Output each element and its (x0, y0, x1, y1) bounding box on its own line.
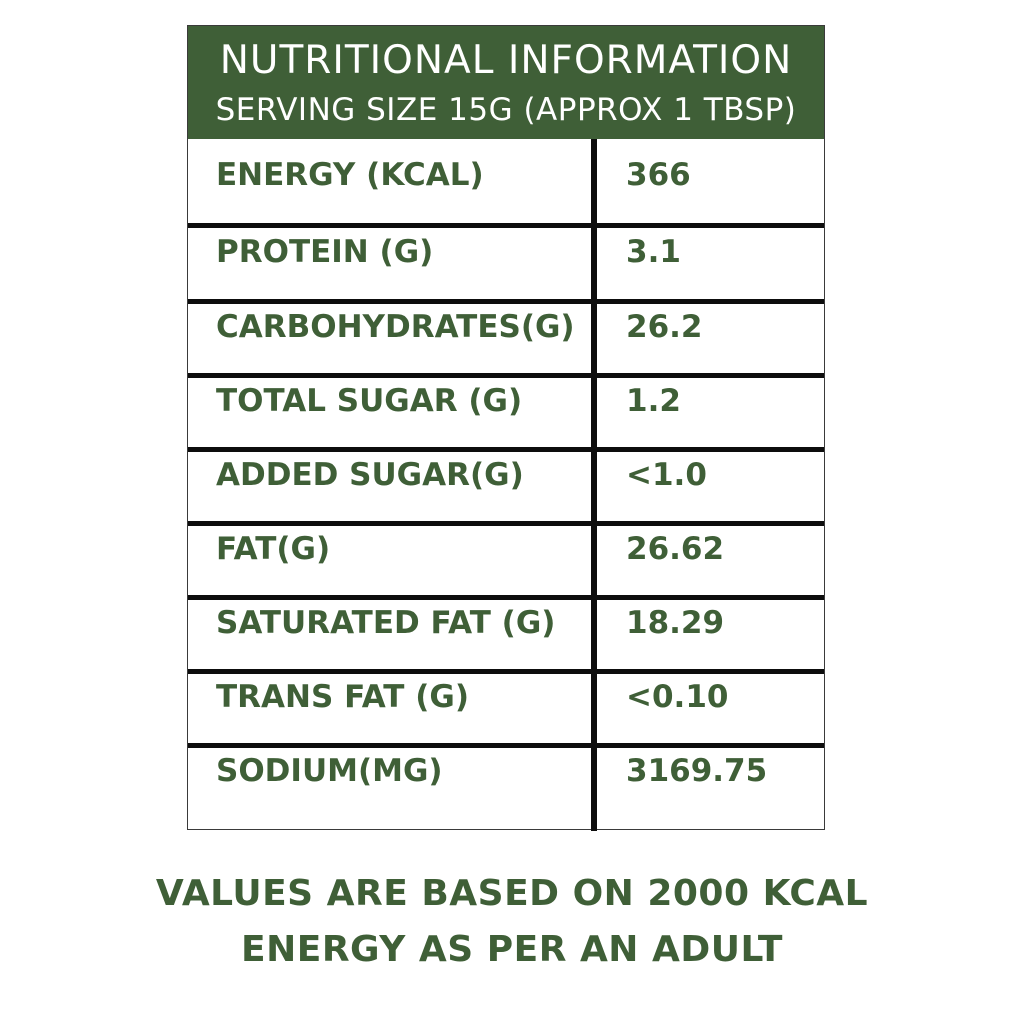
footnote-line-1: VALUES ARE BASED ON 2000 KCAL (155, 873, 869, 914)
nutrient-label: TOTAL SUGAR (G) (216, 383, 523, 419)
row-divider (188, 447, 824, 452)
nutrient-value: 3.1 (626, 234, 681, 270)
row-divider (188, 743, 824, 748)
panel-header: NUTRITIONAL INFORMATION SERVING SIZE 15G… (188, 26, 824, 139)
nutrient-label: SATURATED FAT (G) (216, 605, 556, 641)
row-divider (188, 223, 824, 228)
table-row: ENERGY (KCAL) 366 (188, 139, 824, 213)
nutrient-value: <0.10 (626, 679, 729, 715)
nutrient-label: SODIUM(MG) (216, 753, 443, 789)
nutrient-label: CARBOHYDRATES(G) (216, 309, 575, 345)
table-row: TRANS FAT (G) <0.10 (188, 661, 824, 735)
row-divider (188, 521, 824, 526)
row-divider (188, 595, 824, 600)
nutrient-value: 18.29 (626, 605, 725, 641)
nutrient-value: 26.62 (626, 531, 725, 567)
footnote-line-2: ENERGY AS PER AN ADULT (241, 929, 783, 970)
nutrient-value: 1.2 (626, 383, 681, 419)
nutrient-label: TRANS FAT (G) (216, 679, 469, 715)
panel-title: NUTRITIONAL INFORMATION (219, 38, 793, 83)
row-divider (188, 373, 824, 378)
nutrient-value: <1.0 (626, 457, 707, 493)
footnote: VALUES ARE BASED ON 2000 KCAL ENERGY AS … (0, 866, 1024, 978)
table-row: ADDED SUGAR(G) <1.0 (188, 439, 824, 513)
nutrient-label: ENERGY (KCAL) (216, 157, 484, 193)
nutrient-label: ADDED SUGAR(G) (216, 457, 524, 493)
nutrient-value: 366 (626, 157, 691, 193)
nutrient-value: 3169.75 (626, 753, 768, 789)
row-divider (188, 299, 824, 304)
nutrient-value: 26.2 (626, 309, 703, 345)
table-row: CARBOHYDRATES(G) 26.2 (188, 291, 824, 365)
table-row: FAT(G) 26.62 (188, 513, 824, 587)
nutrition-panel: NUTRITIONAL INFORMATION SERVING SIZE 15G… (187, 25, 825, 831)
table-row: TOTAL SUGAR (G) 1.2 (188, 365, 824, 439)
serving-size: SERVING SIZE 15G (APPROX 1 TBSP) (215, 92, 797, 128)
nutrient-label: PROTEIN (G) (216, 234, 434, 270)
table-row: PROTEIN (G) 3.1 (188, 216, 824, 290)
nutrition-table: ENERGY (KCAL) 366 PROTEIN (G) 3.1 CARBOH… (188, 139, 824, 831)
row-divider (188, 669, 824, 674)
table-row: SODIUM(MG) 3169.75 (188, 735, 824, 809)
nutrient-label: FAT(G) (216, 531, 331, 567)
table-row: SATURATED FAT (G) 18.29 (188, 587, 824, 661)
column-divider (591, 139, 597, 831)
